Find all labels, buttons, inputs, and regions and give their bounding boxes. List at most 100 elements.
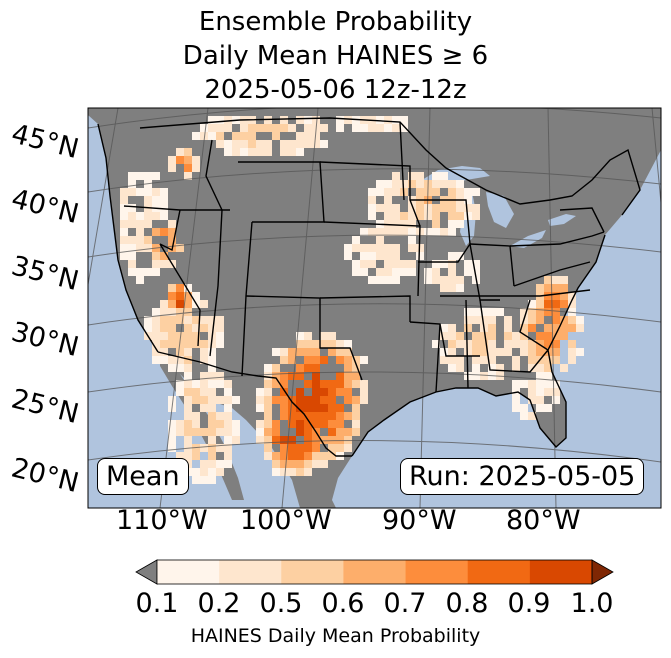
probability-cell: [184, 452, 192, 460]
probability-cell: [400, 180, 408, 188]
colorbar-tick-6: 0.9: [507, 588, 551, 619]
probability-cell: [360, 252, 368, 260]
probability-cell: [552, 300, 560, 308]
probability-cell: [248, 124, 256, 132]
probability-cell: [344, 348, 352, 356]
probability-cell: [160, 300, 168, 308]
probability-cell: [456, 276, 464, 284]
title-line-2: Daily Mean HAINES ≥ 6: [182, 41, 489, 71]
probability-cell: [296, 452, 304, 460]
probability-cell: [432, 340, 440, 348]
probability-cell: [336, 340, 344, 348]
probability-cell: [448, 284, 456, 292]
probability-cell: [296, 132, 304, 140]
probability-cell: [184, 316, 192, 324]
probability-cell: [432, 172, 440, 180]
colorbar-bins: [157, 560, 593, 584]
probability-cell: [224, 116, 232, 124]
probability-cell: [312, 396, 320, 404]
probability-cell: [184, 164, 192, 172]
probability-cell: [504, 316, 512, 324]
probability-cell: [272, 428, 280, 436]
probability-cell: [352, 356, 360, 364]
probability-cell: [568, 340, 576, 348]
probability-cell: [344, 244, 352, 252]
probability-cell: [288, 436, 296, 444]
probability-cell: [264, 124, 272, 132]
probability-cell: [352, 396, 360, 404]
probability-cell: [208, 324, 216, 332]
probability-cell: [496, 364, 504, 372]
probability-cell: [144, 236, 152, 244]
probability-cell: [304, 380, 312, 388]
probability-cell: [176, 244, 184, 252]
lake-ontario: [548, 214, 576, 226]
probability-cell: [136, 172, 144, 180]
probability-cell: [216, 124, 224, 132]
probability-cell: [456, 212, 464, 220]
probability-cell: [352, 420, 360, 428]
probability-cell: [208, 316, 216, 324]
probability-cell: [296, 140, 304, 148]
probability-cell: [512, 364, 520, 372]
probability-cell: [400, 228, 408, 236]
probability-cell: [200, 388, 208, 396]
probability-cell: [160, 196, 168, 204]
probability-cell: [288, 140, 296, 148]
state-line-6: [238, 161, 325, 223]
probability-cell: [328, 444, 336, 452]
probability-cell: [544, 388, 552, 396]
probability-cell: [520, 340, 528, 348]
probability-cell: [200, 356, 208, 364]
probability-cell: [120, 212, 128, 220]
probability-cell: [528, 324, 536, 332]
probability-cell: [216, 444, 224, 452]
probability-cell: [392, 124, 400, 132]
probability-cell: [408, 180, 416, 188]
probability-cell: [136, 244, 144, 252]
probability-cell: [544, 284, 552, 292]
probability-cell: [176, 284, 184, 292]
probability-cell: [552, 316, 560, 324]
probability-cell: [360, 396, 368, 404]
probability-cell: [200, 340, 208, 348]
probability-cell: [208, 124, 216, 132]
probability-cell: [152, 332, 160, 340]
probability-cell: [208, 388, 216, 396]
probability-cell: [520, 308, 528, 316]
probability-cell: [152, 308, 160, 316]
colorbar-under-arrow: [135, 559, 158, 585]
probability-cell: [184, 332, 192, 340]
probability-cell: [456, 252, 464, 260]
probability-cell: [304, 340, 312, 348]
probability-cell: [440, 204, 448, 212]
probability-cell: [392, 212, 400, 220]
probability-cell: [400, 260, 408, 268]
probability-cell: [376, 204, 384, 212]
probability-cell: [208, 412, 216, 420]
probability-cell: [320, 436, 328, 444]
probability-cell: [464, 196, 472, 204]
us-canada-border: [139, 117, 641, 216]
probability-cell: [168, 396, 176, 404]
colorbar-tick-4: 0.7: [383, 588, 427, 619]
probability-cell: [184, 436, 192, 444]
probability-cell: [336, 388, 344, 396]
probability-cell: [352, 412, 360, 420]
probability-cell: [144, 220, 152, 228]
probability-cell: [304, 468, 312, 476]
probability-cell: [488, 356, 496, 364]
probability-cell: [544, 324, 552, 332]
probability-cell: [280, 436, 288, 444]
meridian-90w: [419, 108, 431, 508]
probability-cell: [176, 356, 184, 364]
probability-cell: [488, 364, 496, 372]
probability-cell: [192, 452, 200, 460]
probability-cell: [544, 364, 552, 372]
probability-cell: [160, 332, 168, 340]
probability-cell: [368, 276, 376, 284]
probability-cell: [168, 228, 176, 236]
probability-cell: [368, 244, 376, 252]
probability-cell: [272, 436, 280, 444]
probability-cell: [344, 340, 352, 348]
